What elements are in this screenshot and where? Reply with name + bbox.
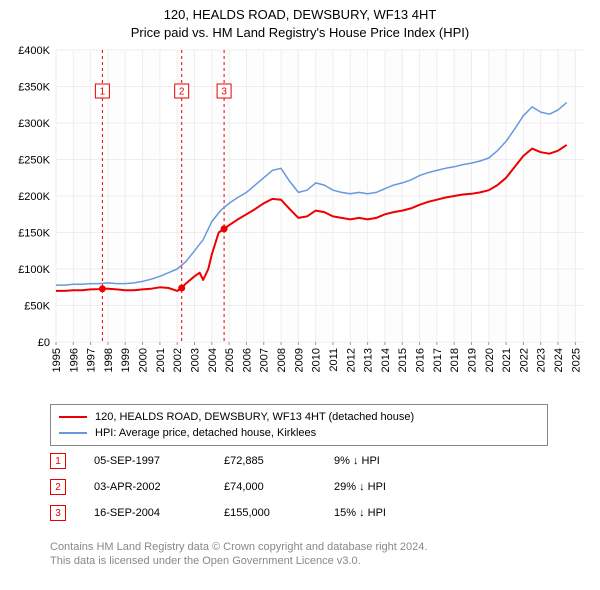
svg-text:2020: 2020 (484, 348, 496, 372)
svg-text:2: 2 (179, 87, 185, 98)
svg-text:£250K: £250K (18, 155, 50, 167)
svg-text:2025: 2025 (570, 348, 582, 372)
event-delta: 15% ↓ HPI (334, 507, 454, 519)
events-table: 105-SEP-1997£72,8859% ↓ HPI203-APR-2002£… (50, 448, 548, 526)
legend-label: 120, HEALDS ROAD, DEWSBURY, WF13 4HT (de… (95, 411, 414, 423)
legend-label: HPI: Average price, detached house, Kirk… (95, 427, 316, 439)
event-delta: 29% ↓ HPI (334, 481, 454, 493)
event-row: 1 05-SEP-1997£72,8859% ↓ HPI (50, 448, 548, 474)
event-date: 16-SEP-2004 (94, 507, 224, 519)
event-marker: 2 (50, 479, 66, 495)
svg-text:£50K: £50K (24, 301, 50, 313)
footer-attribution: Contains HM Land Registry data © Crown c… (50, 540, 560, 569)
legend-row: 120, HEALDS ROAD, DEWSBURY, WF13 4HT (de… (59, 409, 539, 425)
svg-text:2006: 2006 (241, 348, 253, 372)
svg-text:£100K: £100K (18, 264, 50, 276)
svg-text:£150K: £150K (18, 228, 50, 240)
svg-text:2000: 2000 (138, 348, 150, 372)
svg-text:1997: 1997 (86, 348, 98, 372)
event-price: £72,885 (224, 455, 334, 467)
svg-text:£350K: £350K (18, 82, 50, 94)
legend: 120, HEALDS ROAD, DEWSBURY, WF13 4HT (de… (50, 404, 548, 446)
svg-text:2005: 2005 (224, 348, 236, 372)
legend-row: HPI: Average price, detached house, Kirk… (59, 425, 539, 441)
svg-text:£300K: £300K (18, 118, 50, 130)
event-price: £74,000 (224, 481, 334, 493)
svg-text:2004: 2004 (207, 348, 219, 372)
svg-text:2022: 2022 (518, 348, 530, 372)
svg-text:1999: 1999 (120, 348, 132, 372)
svg-text:2011: 2011 (328, 348, 340, 372)
svg-text:1: 1 (100, 87, 106, 98)
chart-area: 1 2 3 £0 £50K £100K £150K £200K £250K £300K £350K £… (8, 46, 592, 396)
svg-text:2017: 2017 (432, 348, 444, 372)
svg-text:2018: 2018 (449, 348, 461, 372)
svg-text:2013: 2013 (363, 348, 375, 372)
svg-text:2015: 2015 (397, 348, 409, 372)
svg-text:2012: 2012 (345, 348, 357, 372)
legend-swatch (59, 416, 87, 418)
svg-text:2019: 2019 (466, 348, 478, 372)
footer-line-2: This data is licensed under the Open Gov… (50, 554, 560, 568)
svg-text:1998: 1998 (103, 348, 115, 372)
svg-text:£400K: £400K (18, 46, 50, 57)
svg-text:2002: 2002 (172, 348, 184, 372)
svg-text:2003: 2003 (189, 348, 201, 372)
event-row: 2 03-APR-2002£74,00029% ↓ HPI (50, 474, 548, 500)
event-marker: 1 (50, 453, 66, 469)
svg-text:£200K: £200K (18, 191, 50, 203)
svg-text:2024: 2024 (553, 348, 565, 372)
title-line-1: 120, HEALDS ROAD, DEWSBURY, WF13 4HT (0, 6, 600, 24)
svg-text:2008: 2008 (276, 348, 288, 372)
legend-swatch (59, 432, 87, 434)
svg-text:2016: 2016 (415, 348, 427, 372)
line-chart-svg: 1 2 3 £0 £50K £100K £150K £200K £250K £300K £350K £… (8, 46, 592, 396)
event-delta: 9% ↓ HPI (334, 455, 454, 467)
chart-header: 120, HEALDS ROAD, DEWSBURY, WF13 4HT Pri… (0, 0, 600, 41)
svg-text:2021: 2021 (501, 348, 513, 372)
svg-text:1996: 1996 (68, 348, 80, 372)
svg-text:2023: 2023 (536, 348, 548, 372)
event-date: 05-SEP-1997 (94, 455, 224, 467)
svg-text:2001: 2001 (155, 348, 167, 372)
svg-text:2014: 2014 (380, 348, 392, 372)
svg-text:1995: 1995 (51, 348, 63, 372)
svg-text:2010: 2010 (311, 348, 323, 372)
svg-text:2007: 2007 (259, 348, 271, 372)
footer-line-1: Contains HM Land Registry data © Crown c… (50, 540, 560, 554)
event-marker: 3 (50, 505, 66, 521)
svg-text:2009: 2009 (293, 348, 305, 372)
event-date: 03-APR-2002 (94, 481, 224, 493)
title-line-2: Price paid vs. HM Land Registry's House … (0, 24, 600, 42)
event-price: £155,000 (224, 507, 334, 519)
svg-text:£0: £0 (38, 337, 50, 349)
svg-text:3: 3 (221, 87, 227, 98)
event-row: 3 16-SEP-2004£155,00015% ↓ HPI (50, 500, 548, 526)
